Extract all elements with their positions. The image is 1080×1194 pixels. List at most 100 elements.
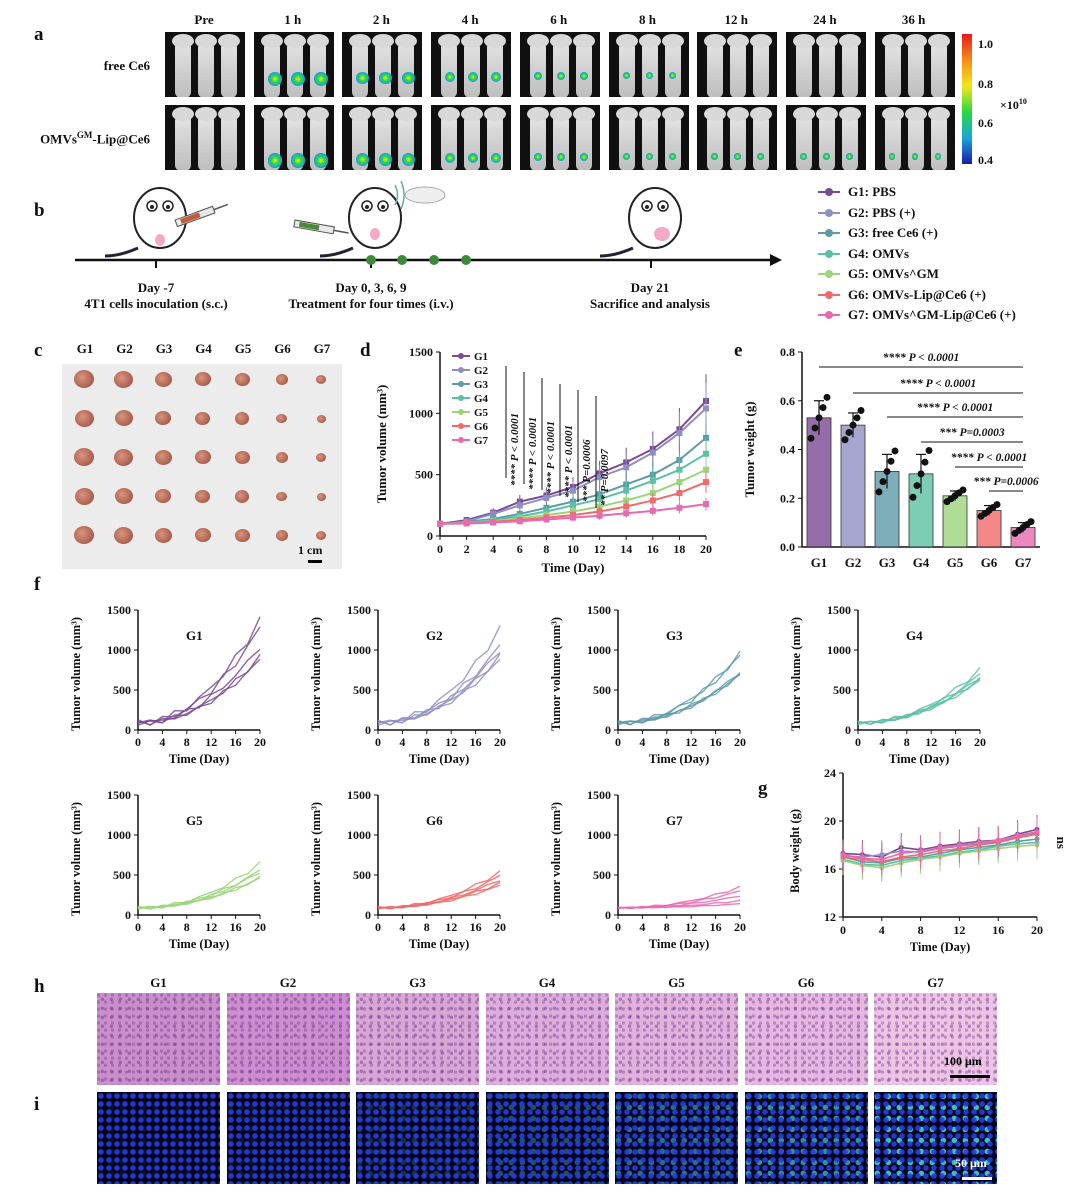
mouse-silhouette (881, 34, 904, 97)
mouse-silhouette (372, 34, 395, 97)
tumor-specimen (316, 531, 326, 540)
data-point (543, 494, 550, 501)
tumor-specimen (275, 374, 288, 385)
individual-curve (857, 678, 981, 726)
tumor-specimen (194, 372, 211, 387)
tumor-specimen (316, 492, 326, 501)
laser-icon (394, 180, 446, 210)
treatment-dot (461, 255, 471, 265)
data-point (516, 502, 523, 509)
fluorescence-spot (491, 72, 502, 82)
tick-label: 1500 (107, 603, 131, 617)
tick-label: 6 (517, 542, 523, 556)
data-point (516, 518, 523, 525)
tick-label: 4 (490, 542, 496, 556)
mouse-silhouette (904, 34, 927, 97)
colorbar-tick: 1.0 (978, 37, 993, 51)
fluorescence-spot (290, 72, 305, 86)
syringe-icon (293, 219, 349, 235)
legend-marker (818, 290, 840, 299)
mouse-silhouette (792, 107, 815, 170)
tumor-specimen (195, 411, 210, 425)
scale-label-i: 50 μm (955, 1156, 987, 1170)
y-axis-label: Tumor volume (mm³) (550, 617, 563, 731)
time-label: 24 h (813, 12, 837, 27)
fluorescence-image (874, 1092, 997, 1184)
legend-item: G4: OMVs (818, 246, 909, 262)
mouse-silhouette (815, 34, 838, 97)
event-desc: Treatment for four times (i.v.) (288, 296, 454, 311)
tick-label: 20 (254, 735, 266, 749)
tumor-specimen (154, 449, 172, 465)
tick-label: 4 (399, 920, 405, 934)
group-title: G7 (666, 813, 683, 828)
fluorescence-spot (622, 72, 630, 80)
fluorescence-spot (445, 153, 456, 164)
legend-marker (818, 188, 840, 196)
legend-marker (818, 311, 840, 319)
mouse-silhouette (172, 107, 194, 170)
tick-label: 0 (427, 529, 433, 543)
legend-label: G2 (474, 365, 489, 377)
data-point (859, 855, 865, 861)
significance-label: **** P < 0.0001 (951, 452, 1027, 464)
mouse-silhouette (306, 34, 329, 97)
fluorescence-spot (491, 153, 502, 164)
tick-label: 12 (685, 735, 697, 749)
group-title: G2 (426, 628, 443, 643)
fluorescence-spot (799, 153, 807, 160)
tick-label: 16 (647, 542, 659, 556)
fluorescence-spot (757, 153, 764, 160)
tick-label: 1500 (587, 788, 611, 802)
legend-label: G6: OMVs-Lip@Ce6 (+) (848, 286, 986, 302)
tick-label: 500 (593, 683, 611, 697)
tick-label: 8 (184, 735, 190, 749)
significance-label: **** P < 0.0001 (545, 421, 557, 494)
mouse-silhouette (572, 34, 595, 97)
tick-label: 1000 (347, 828, 371, 842)
tumor-specimen (114, 526, 133, 544)
tick-label: 0 (125, 908, 131, 922)
panel-g-letter: g (758, 778, 768, 799)
fluorescence-spot (379, 153, 393, 167)
data-point (956, 842, 962, 848)
mouse-image (785, 105, 866, 170)
data-point (570, 514, 576, 521)
fluorescence-spot (468, 72, 479, 82)
fluorescence-spot (556, 153, 565, 162)
he-section-image (874, 993, 997, 1085)
fluorescence-spot (622, 153, 630, 161)
tick-label: 0 (365, 908, 371, 922)
legend-item: G1: PBS (818, 184, 896, 200)
data-dot (841, 436, 849, 444)
mouse-image (431, 105, 512, 170)
mouse-silhouette (438, 34, 461, 97)
significance-label: **** P < 0.0001 (883, 352, 959, 364)
x-axis-label: Time (Day) (169, 752, 230, 766)
legend-item: G3: free Ce6 (+) (818, 225, 938, 241)
data-point (623, 503, 630, 510)
individual-curve (377, 658, 501, 726)
tumor-specimen (74, 409, 94, 427)
fluorescence-spot (356, 153, 370, 167)
timeline-svg (75, 180, 782, 268)
individual-curve (377, 653, 501, 724)
tick-label: 0.8 (780, 345, 795, 359)
data-point (490, 510, 497, 517)
data-point (937, 844, 943, 850)
data-dot (845, 428, 853, 436)
mouse-silhouette (727, 34, 750, 97)
x-axis-label: Time (Day) (649, 937, 710, 951)
tumor-specimen (276, 491, 287, 502)
tick-label: 1000 (107, 643, 131, 657)
tumor-specimen (275, 452, 288, 463)
data-dot (815, 414, 823, 422)
tumor-specimen (234, 372, 250, 386)
colorbar-tick: 0.4 (978, 153, 993, 167)
significance-label: **** P < 0.0001 (917, 402, 993, 414)
tumor-specimen (155, 411, 171, 426)
group-label: G7 (927, 975, 944, 990)
syringe-icon (174, 203, 229, 228)
tick-label: 1500 (347, 603, 371, 617)
group-title: G1 (186, 628, 203, 643)
